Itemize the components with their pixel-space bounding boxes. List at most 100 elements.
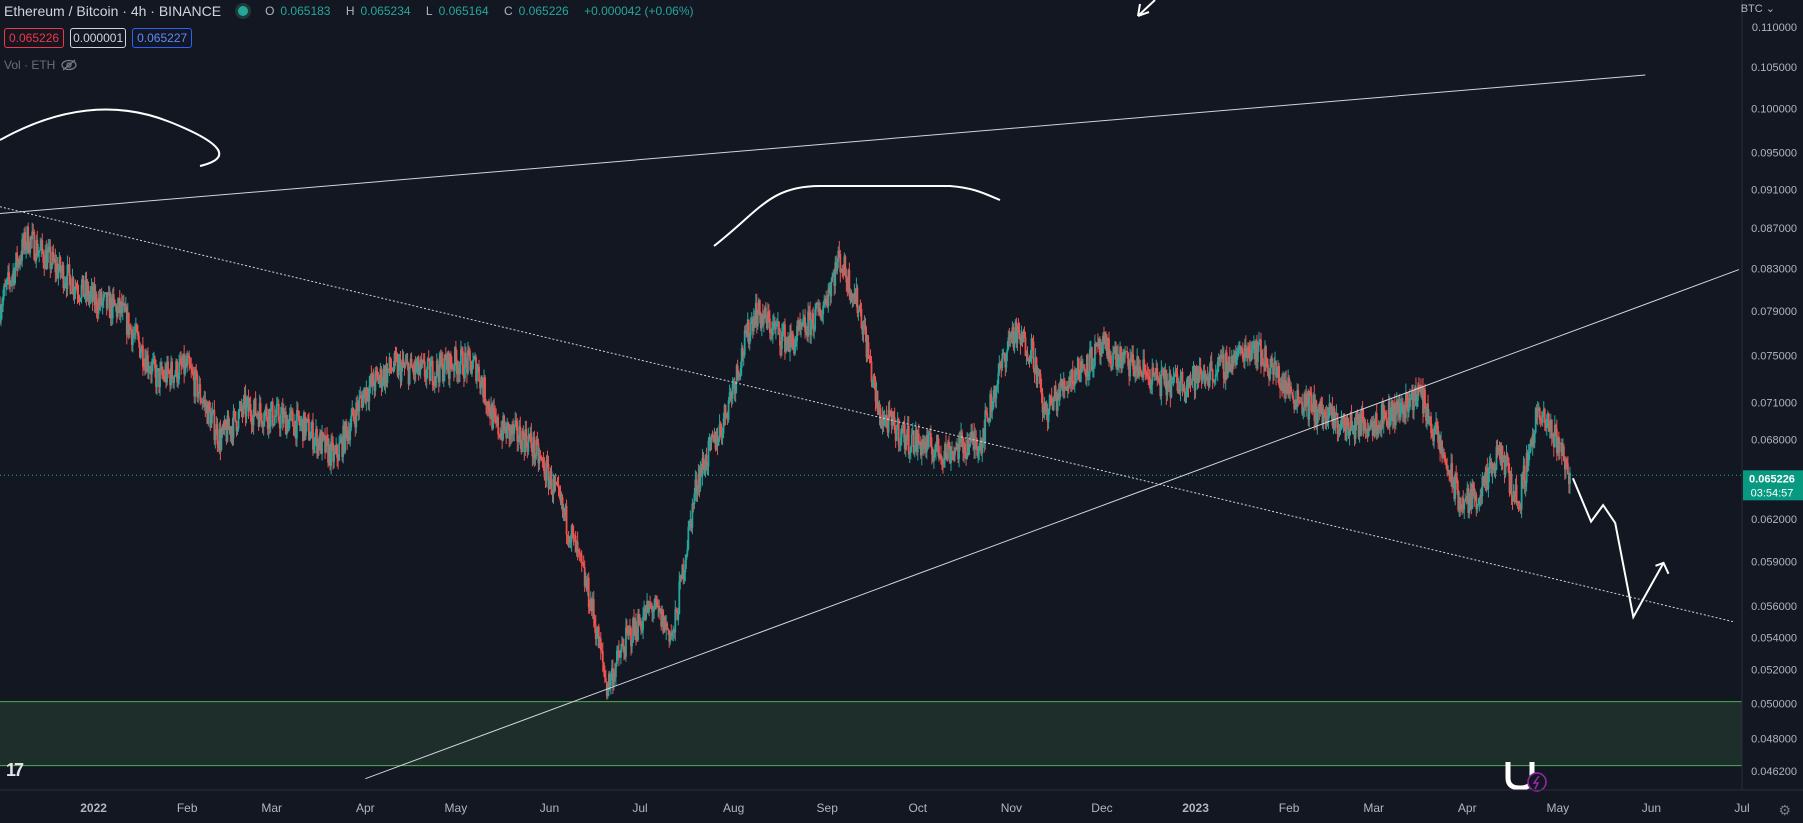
candle-body [304,412,306,436]
candle-body [296,410,299,412]
candle-body [92,285,95,302]
candle-body [568,541,571,543]
candle-body [1034,357,1037,374]
candle-body [1486,467,1489,490]
candle-body [535,439,538,456]
candle-body [618,650,620,657]
candle-body [69,275,72,294]
candle-body [929,433,932,447]
candle-body [1444,455,1447,460]
candle-body [1207,377,1210,387]
candle-body [673,629,676,633]
candle-body [919,441,922,456]
candle-body [160,366,162,369]
candle-body [12,270,14,278]
candle-body [922,438,925,450]
candle-body [1189,378,1192,383]
candle-body [22,239,25,248]
candle-body [401,359,404,366]
settings-gear-icon[interactable]: ⚙ [1778,802,1791,818]
candle-body [864,324,867,335]
candle-body [1427,403,1429,418]
candle-body [624,652,626,657]
candle-body [626,627,628,630]
candle-body [1176,374,1179,391]
candle-body [516,421,519,442]
candle-body [843,256,846,275]
candle-body [1479,495,1482,499]
candle-body [1059,379,1062,391]
candle-body [1125,351,1128,353]
candle-body [870,361,873,383]
candle-body [138,342,141,358]
candle-body [1239,345,1242,354]
candle-body [116,305,119,317]
candle-body [360,395,363,399]
candle-body [776,324,778,326]
candle-body [136,331,139,336]
candle-body [434,376,437,378]
price-tick-label: 0.059000 [1751,556,1797,568]
candle-body [782,331,784,333]
candle-body [1163,370,1166,385]
candle-body [1472,483,1475,489]
candle-body [134,324,137,334]
candle-body [1280,383,1282,389]
candle-body [890,416,893,426]
candle-body [162,374,164,376]
candle-body [387,368,390,370]
volume-indicator[interactable]: Vol · ETH [4,58,78,72]
candle-body [1529,440,1532,452]
candle-body [992,396,995,409]
candle-body [428,359,431,381]
candle-body [629,628,631,630]
buy-button[interactable]: 0.065227 [132,28,193,48]
candle-body [1148,376,1151,379]
hidden-eye-icon[interactable] [61,59,78,71]
candle-body [1096,342,1098,347]
candle-body [1459,497,1462,509]
symbol-legend[interactable]: Ethereum / Bitcoin · 4h · BINANCE O 0.065… [4,2,700,20]
candle-body [816,302,819,305]
candle-body [1102,335,1104,354]
candle-body [168,371,170,373]
candle-body [637,614,639,641]
time-tick-label: Apr [1458,801,1477,815]
candle-body [1413,393,1415,411]
candle-body [1187,376,1190,388]
candle-body [1162,369,1165,371]
candle-body [545,460,548,481]
currency-selector[interactable]: BTC ⌄ [1740,3,1775,15]
candle-body [188,355,191,365]
candle-body [538,456,541,464]
candle-body [893,417,896,431]
candle-body [1192,365,1195,375]
candle-body [122,303,125,305]
candle-body [634,620,636,634]
candle-body [1496,446,1499,452]
candle-body [1304,394,1307,408]
candle-body [1471,483,1474,509]
candle-body [412,368,415,375]
candle-body [874,380,877,402]
candle-body [582,564,585,568]
sell-button[interactable]: 0.065226 [4,28,65,48]
candle-body [981,441,984,454]
candle-body [774,325,777,330]
candle-body [1153,372,1156,377]
symbol-title[interactable]: Ethereum / Bitcoin · 4h · BINANCE [4,3,222,19]
candle-body [1002,353,1005,355]
candle-body [1484,475,1487,485]
candle-body [1460,508,1463,510]
candle-body [1198,367,1201,380]
candle-body [354,419,357,428]
candle-body [794,342,796,354]
candle-body [393,352,396,370]
candle-body [120,301,123,313]
candle-body [1446,464,1449,471]
candle-body [1128,366,1131,377]
candle-body [1099,338,1101,356]
candle-body [522,430,525,437]
candle-body [44,249,47,269]
